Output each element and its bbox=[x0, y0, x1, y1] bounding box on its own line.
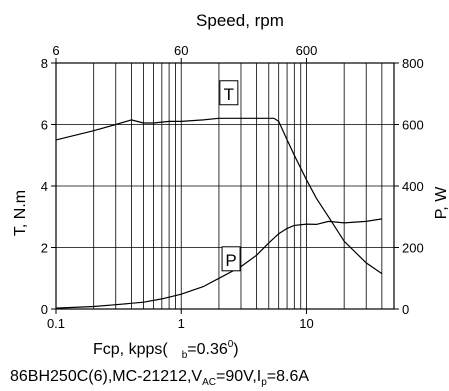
curve-label-p: P bbox=[225, 251, 236, 270]
right-tick-label: 200 bbox=[402, 241, 424, 256]
bottom-axis-title-end: ) bbox=[233, 341, 238, 358]
left-tick-label: 2 bbox=[41, 241, 48, 256]
series-t-line bbox=[55, 117, 383, 275]
right-tick-label: 800 bbox=[402, 56, 424, 71]
bottom-axis-title-sub: b bbox=[182, 350, 188, 361]
caption-part-3: =90V,I bbox=[216, 368, 261, 385]
top-tick-label: 60 bbox=[174, 43, 188, 58]
bottom-axis-title: Fcp, kpps( b=0.360) bbox=[93, 339, 239, 361]
curves: TP bbox=[55, 80, 383, 309]
right-tick-label: 400 bbox=[402, 179, 424, 194]
chart-caption: 86BH250C(6),MC-21212,VAC=90V,Ip=8.6A bbox=[10, 368, 309, 388]
left-tick-label: 8 bbox=[41, 56, 48, 71]
top-tick-label: 600 bbox=[296, 43, 318, 58]
caption-part-4: p bbox=[261, 377, 267, 388]
series-p-line bbox=[55, 218, 382, 309]
top-axis-title: Speed, rpm bbox=[196, 11, 284, 30]
left-axis-title: T, N.m bbox=[12, 190, 29, 236]
caption-part-2: AC bbox=[202, 377, 216, 388]
left-tick-label: 4 bbox=[41, 179, 48, 194]
curve-label-t: T bbox=[224, 85, 234, 104]
bottom-tick-label: 0.1 bbox=[47, 316, 65, 331]
left-tick-label: 0 bbox=[41, 302, 48, 317]
bottom-tick-label: 1 bbox=[178, 316, 185, 331]
bottom-axis-title-sup: 0 bbox=[228, 339, 234, 350]
bottom-axis-title-main: Fcp, kpps( bbox=[93, 341, 168, 358]
caption-part-1: 86BH250C(6),MC-21212,V bbox=[10, 368, 202, 385]
right-tick-label: 600 bbox=[402, 118, 424, 133]
right-axis-title: P, W bbox=[433, 186, 449, 220]
left-tick-label: 6 bbox=[41, 118, 48, 133]
caption-part-5: =8.6A bbox=[267, 368, 310, 385]
curve-label-box-t bbox=[219, 80, 239, 106]
bottom-axis-title-val: =0.36 bbox=[187, 341, 228, 358]
curve-label-box-p bbox=[221, 246, 241, 272]
bottom-tick-label: 10 bbox=[299, 316, 313, 331]
top-tick-label: 6 bbox=[52, 43, 59, 58]
right-tick-label: 0 bbox=[402, 302, 409, 317]
